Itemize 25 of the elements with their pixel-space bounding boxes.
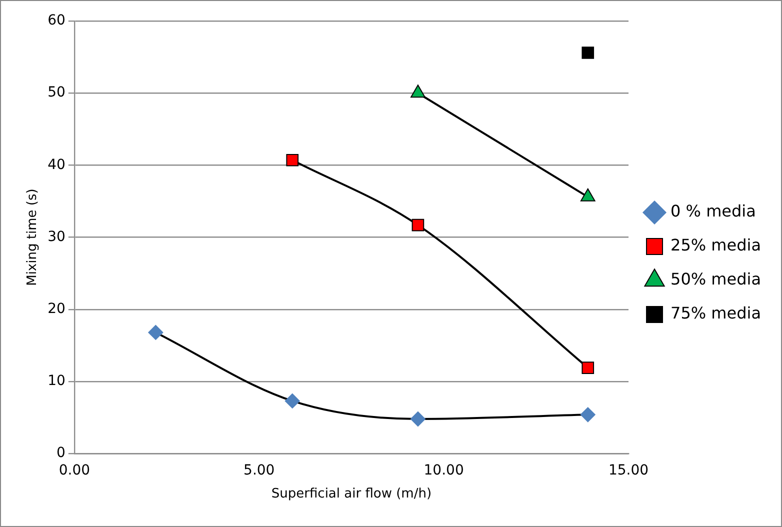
x-tick-label: 10.00 <box>424 462 464 479</box>
legend-label: 50% media <box>670 270 761 289</box>
y-axis-title: Mixing time (s) <box>25 188 40 286</box>
y-tick-label: 50 <box>48 84 66 101</box>
point <box>286 154 299 166</box>
x-axis-title: Superficial air flow (m/h) <box>271 486 432 502</box>
legend-label: 25% media <box>670 236 761 255</box>
x-tick-label: 15.00 <box>608 462 649 479</box>
y-tick-label: 0 <box>56 445 66 462</box>
x-tick-label: 5.00 <box>244 462 275 479</box>
y-tick-label: 10 <box>48 373 66 390</box>
x-tick-label: 0.00 <box>58 462 90 479</box>
point <box>582 362 594 374</box>
legend-label: 75% media <box>670 304 761 323</box>
y-tick-label: 60 <box>48 12 66 29</box>
point <box>582 46 594 59</box>
legend-label: 0 % media <box>670 202 756 221</box>
y-tick-label: 20 <box>48 301 66 318</box>
point <box>412 218 424 232</box>
y-tick-label: 40 <box>48 156 66 173</box>
point <box>580 407 596 422</box>
point <box>284 393 300 408</box>
point <box>148 324 164 340</box>
point <box>410 411 426 426</box>
y-tick-label: 30 <box>48 228 66 245</box>
